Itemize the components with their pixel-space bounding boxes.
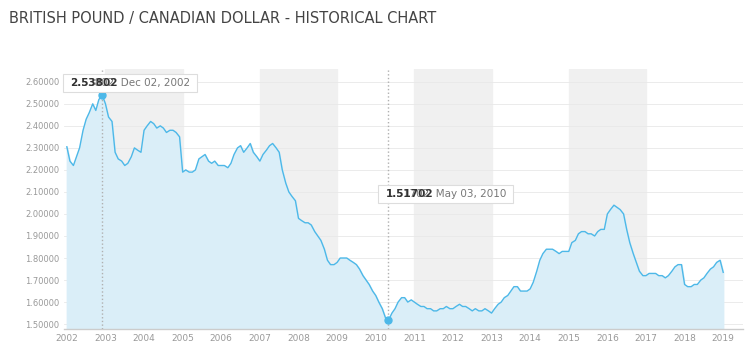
Text: 2.53802: 2.53802 bbox=[70, 78, 118, 88]
Text: 2.53802  Dec 02, 2002: 2.53802 Dec 02, 2002 bbox=[68, 78, 193, 88]
Text: 1.51702  May 03, 2010: 1.51702 May 03, 2010 bbox=[382, 189, 509, 199]
Bar bbox=[414, 69, 491, 329]
Bar bbox=[568, 69, 646, 329]
Bar bbox=[106, 69, 183, 329]
Text: 1.51702: 1.51702 bbox=[386, 189, 433, 199]
Bar bbox=[260, 69, 337, 329]
Text: BRITISH POUND / CANADIAN DOLLAR - HISTORICAL CHART: BRITISH POUND / CANADIAN DOLLAR - HISTOR… bbox=[9, 11, 436, 26]
